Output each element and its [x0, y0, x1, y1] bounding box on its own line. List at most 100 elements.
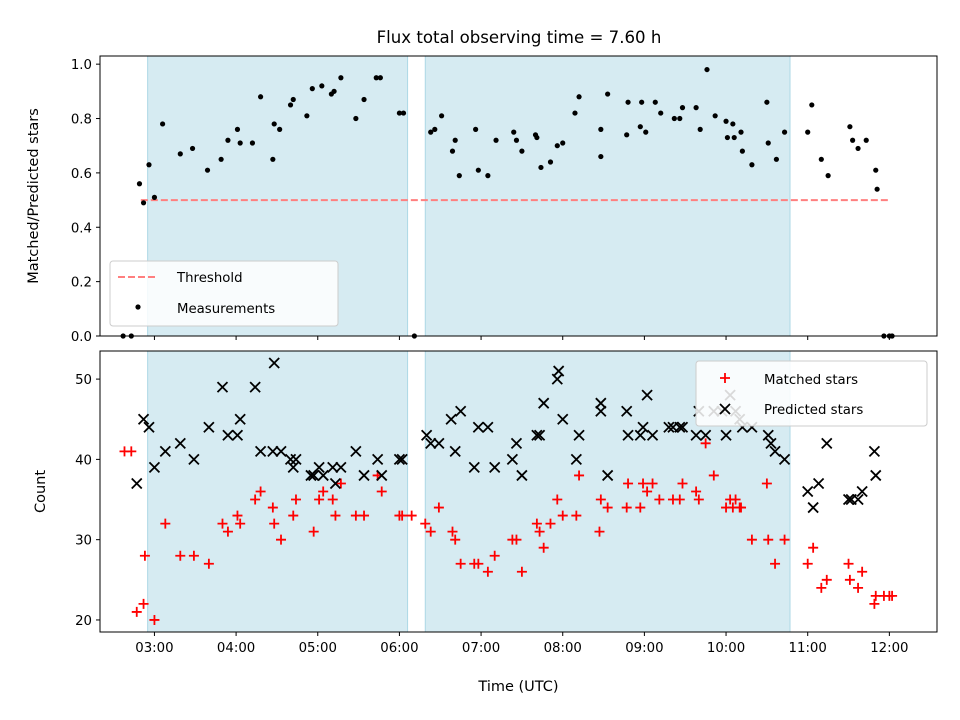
matched-stars-point — [538, 542, 549, 553]
measurement-point — [331, 88, 337, 94]
matched-stars-point — [131, 606, 142, 617]
x-tick-label: 07:00 — [462, 641, 500, 656]
predicted-stars-point — [137, 413, 150, 425]
predicted-stars-point — [637, 421, 649, 433]
predicted-stars-point — [621, 405, 633, 417]
measurement-point — [319, 83, 325, 89]
matched-stars-point — [552, 494, 563, 505]
measurement-point — [805, 129, 811, 135]
measurement-point — [225, 137, 231, 143]
predicted-stars-point — [769, 445, 781, 457]
measurement-point — [598, 126, 604, 132]
measurement-point — [361, 96, 367, 103]
measurement-point — [304, 113, 310, 119]
matched-stars-point — [642, 486, 653, 497]
matched-stars-point — [802, 558, 813, 569]
matched-stars-point — [330, 510, 341, 521]
measurement-point — [456, 173, 462, 179]
predicted-stars-point — [663, 421, 675, 433]
predicted-stars-point — [216, 381, 229, 393]
matched-stars-point — [691, 486, 702, 497]
measurement-point — [538, 164, 544, 171]
predicted-stars-point — [852, 493, 864, 506]
measurement-point — [739, 148, 745, 154]
matched-stars-point — [635, 502, 646, 513]
y-tick-label: 40 — [75, 453, 92, 468]
matched-stars-point — [425, 526, 436, 537]
matched-stars-point — [188, 550, 199, 561]
matched-stars-point — [531, 518, 542, 529]
legend-label: Predicted stars — [764, 403, 863, 418]
matched-stars-point — [250, 494, 261, 505]
predicted-stars-point — [148, 461, 161, 474]
measurement-point — [658, 110, 664, 116]
measurement-point — [136, 181, 143, 187]
measurement-point — [781, 129, 788, 135]
measurement-point — [765, 140, 771, 146]
predicted-stars-point — [249, 381, 261, 393]
measurement-point — [598, 153, 604, 160]
measurement-point — [809, 102, 815, 108]
predicted-stars-point — [802, 485, 814, 498]
measurement-point — [237, 140, 243, 146]
measurement-point — [724, 134, 731, 141]
y-tick-label: 30 — [75, 534, 92, 549]
predicted-stars-point — [393, 453, 406, 466]
matched-stars-point — [736, 502, 747, 513]
matched-stars-point — [621, 502, 632, 513]
matched-stars-point — [203, 558, 214, 569]
predicted-stars-point — [420, 429, 433, 441]
y-tick-label: 50 — [75, 373, 92, 388]
legend-box — [695, 360, 928, 427]
axes-frame — [99, 350, 938, 633]
predicted-stars-point — [449, 445, 461, 457]
matched-stars-point — [674, 494, 685, 505]
matched-stars-point — [595, 494, 606, 505]
matched-stars-point — [779, 534, 790, 545]
measurement-point — [554, 143, 560, 149]
x-tick-label: 12:00 — [870, 641, 908, 656]
predicted-stars-point — [254, 445, 267, 457]
predicted-stars-point — [358, 469, 370, 482]
x-tick-label: 11:00 — [789, 641, 827, 656]
matched-stars-point — [516, 566, 527, 577]
measurement-point — [863, 137, 869, 143]
measurement-point — [693, 105, 699, 111]
predicted-stars-point — [376, 469, 388, 482]
measurement-point — [234, 126, 241, 132]
matched-stars-point — [647, 478, 658, 489]
measurement-point — [373, 75, 379, 81]
legend-predicted-swatch — [719, 403, 731, 415]
matched-stars-point — [420, 518, 431, 529]
legend-label: Threshold — [176, 271, 243, 286]
predicted-stars-point — [821, 437, 833, 449]
ratio-axes: 0.0 0.2 0.4 0.6 0.8 1.0 Matched/Predicted star… — [26, 55, 938, 345]
predicted-stars-point — [622, 429, 634, 441]
predicted-stars-point — [329, 477, 342, 490]
measurement-point — [353, 115, 359, 122]
x-axis-title: Time (UTC) — [477, 679, 558, 695]
matched-stars-point — [450, 534, 461, 545]
predicted-stars-point — [699, 429, 712, 441]
count-axes: 20 30 40 50 03:00 04:00 05:00 06:00 07:00 08:00 09… — [33, 350, 938, 695]
predicted-stars-point — [188, 453, 200, 466]
predicted-stars-point — [641, 389, 653, 401]
matched-stars-point — [376, 486, 387, 497]
predicted-stars-point — [538, 397, 550, 409]
measurement-point — [309, 86, 315, 92]
measurement-point — [855, 145, 861, 152]
measurement-point — [738, 129, 744, 135]
predicted-stars-point — [489, 461, 501, 474]
measurement-point — [874, 186, 880, 192]
measurement-point — [605, 91, 611, 97]
predicted-stars-point — [570, 453, 582, 466]
measurement-point — [452, 137, 458, 143]
predicted-stars-point — [313, 461, 325, 474]
predicted-stars-point — [231, 429, 244, 441]
predicted-stars-point — [868, 445, 881, 457]
y-tick-label: 0.2 — [71, 276, 92, 291]
y-tick-label: 0.4 — [71, 221, 92, 236]
measurement-point — [277, 126, 283, 132]
matched-stars-point — [602, 502, 613, 513]
